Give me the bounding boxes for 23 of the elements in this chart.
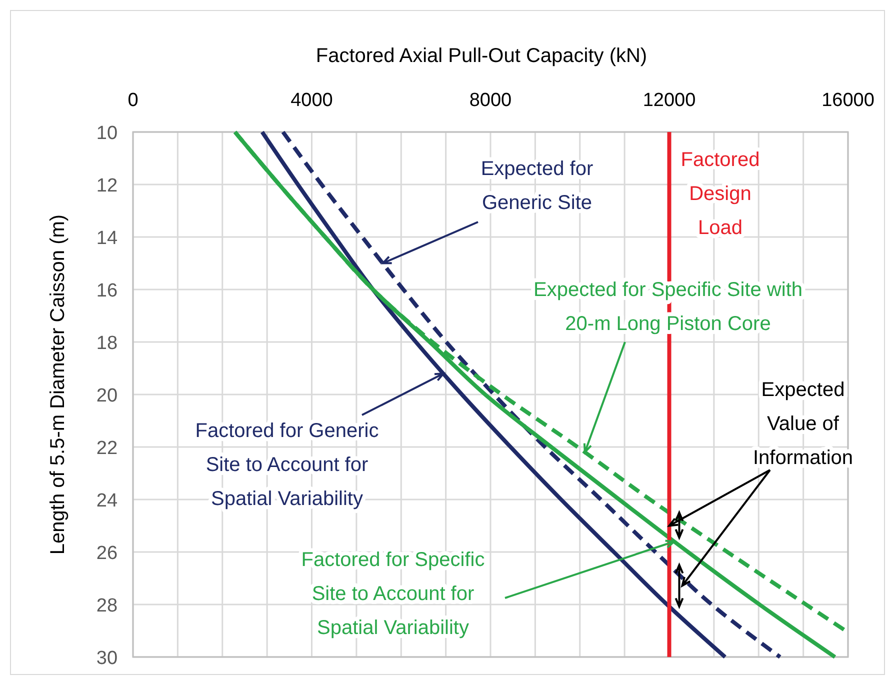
annotation: Expected Value of Information — [752, 379, 854, 469]
x-tick-label: 12000 — [642, 90, 696, 111]
x-tick-label: 4000 — [290, 90, 333, 111]
x-tick-label: 0 — [128, 90, 138, 111]
y-tick-label: 20 — [96, 386, 118, 406]
x-axis-title: Factored Axial Pull-Out Capacity (kN) — [316, 45, 648, 67]
y-tick-label: 28 — [96, 596, 118, 616]
annotation: Factored for Generic Site to Account for Spatial Variability — [195, 420, 379, 510]
ref-line-label: Factored Design Load — [680, 149, 760, 239]
y-tick-label: 14 — [96, 228, 118, 249]
y-axis-title: Length of 5.5-m Diameter Caisson (m) — [47, 214, 69, 555]
y-tick-label: 16 — [96, 280, 118, 302]
annotation: Expected for Generic Site — [480, 158, 594, 214]
y-tick-label: 26 — [96, 543, 118, 564]
y-tick-label: 30 — [96, 648, 118, 669]
annotation: Factored for Specific Site to Account for Spatial Variability — [301, 549, 485, 639]
x-tick-label: 8000 — [469, 90, 512, 111]
x-tick-label: 16000 — [822, 90, 874, 111]
y-tick-label: 24 — [96, 490, 118, 512]
y-tick-label: 10 — [96, 123, 118, 144]
y-tick-label: 18 — [96, 333, 118, 354]
y-tick-label: 22 — [96, 438, 118, 459]
y-tick-label: 12 — [96, 176, 118, 196]
